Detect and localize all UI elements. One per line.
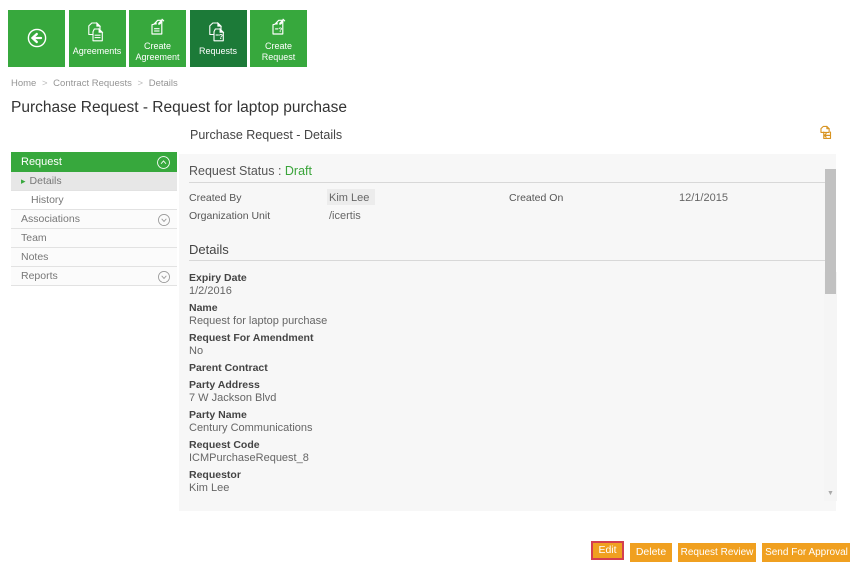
svg-text:?: ?: [219, 34, 223, 41]
svg-text:?: ?: [278, 27, 282, 34]
